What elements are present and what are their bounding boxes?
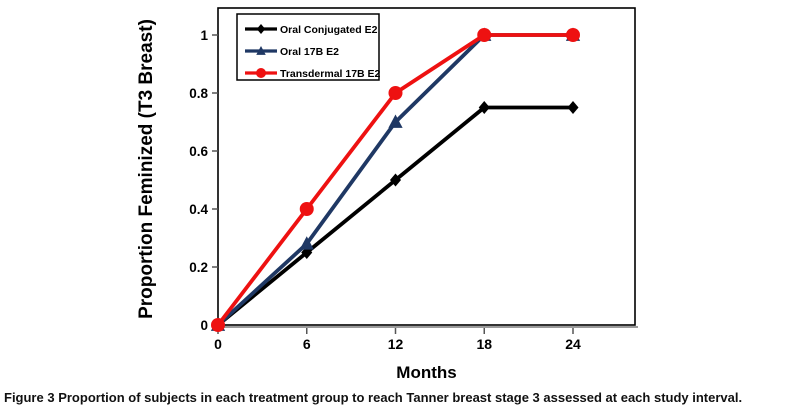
y-tick-label: 1 [200, 28, 208, 43]
x-tick-label: 12 [388, 336, 404, 352]
x-tick-label: 24 [565, 336, 581, 352]
x-axis: 0 6 12 18 24 [214, 328, 581, 352]
data-point-marker [211, 318, 225, 332]
data-point-marker [299, 202, 314, 216]
y-tick-label: 0 [200, 318, 208, 333]
data-point-marker [567, 101, 579, 114]
y-tick-label: 0.6 [189, 144, 208, 159]
legend-label: Oral Conjugated E2 [280, 24, 378, 36]
x-tick-label: 6 [303, 336, 311, 352]
data-point-marker [388, 114, 403, 128]
data-point-marker [389, 173, 402, 187]
legend-label: Transdermal 17B E2 [280, 68, 381, 80]
legend-marker [256, 46, 266, 55]
y-tick-label: 0.8 [189, 86, 208, 101]
legend-item: Transdermal 17B E2 [245, 68, 381, 80]
chart-area: 0 0.2 0.4 0.6 0.8 1 0 6 12 18 24 Proportion Feminiz… [136, 7, 638, 382]
y-tick-label: 0.4 [189, 202, 208, 217]
data-point-marker [478, 101, 490, 114]
y-tick-label: 0.2 [189, 260, 208, 275]
plot-border [217, 7, 636, 326]
data-point-marker [566, 28, 580, 42]
chart-canvas: 0 0.2 0.4 0.6 0.8 1 0 6 12 18 24 Proportion Feminiz… [136, 7, 638, 382]
y-axis: 0 0.2 0.4 0.6 0.8 1 [189, 28, 218, 333]
data-point-marker [299, 236, 314, 250]
series-oral-conjugated-e2 [212, 101, 579, 332]
x-axis-title: Months [396, 363, 456, 382]
legend-label: Oral 17B E2 [280, 46, 339, 58]
legend-item: Oral Conjugated E2 [245, 24, 378, 36]
y-axis-title: Proportion Feminized (T3 Breast) [136, 19, 157, 319]
figure-caption-label: Figure 3 [4, 390, 55, 405]
x-tick-label: 0 [214, 336, 222, 352]
legend: Oral Conjugated E2 Oral 17B E2 Transdermal… [236, 13, 381, 81]
legend-item: Oral 17B E2 [245, 46, 339, 58]
data-point-marker [388, 86, 403, 100]
legend-marker [256, 68, 266, 78]
series-line [216, 105, 575, 327]
figure-caption-text: Proportion of subjects in each treatment… [58, 390, 743, 405]
data-point-marker [301, 246, 313, 259]
series-transdermal-17b-e2 [211, 28, 580, 332]
figure-caption: Figure 3 Proportion of subjects in each … [4, 390, 792, 406]
x-tick-label: 18 [476, 336, 492, 352]
legend-marker [256, 24, 266, 34]
data-point-marker [477, 28, 492, 42]
